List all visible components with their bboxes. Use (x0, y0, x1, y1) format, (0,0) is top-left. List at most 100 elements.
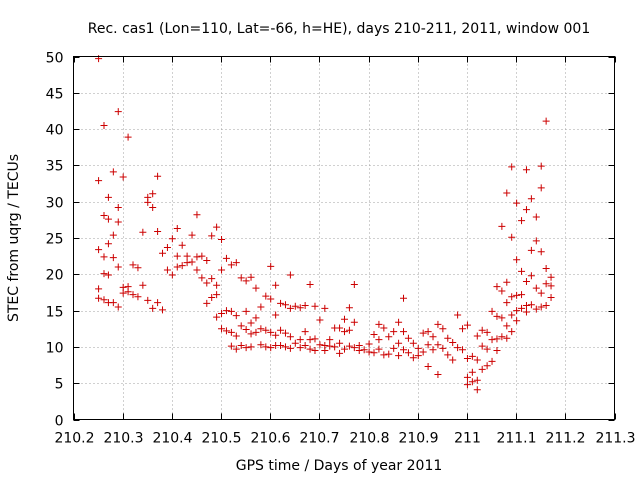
data-point (493, 347, 501, 355)
data-point (213, 281, 221, 289)
data-point (232, 259, 240, 267)
data-point (227, 342, 235, 350)
x-tick-label: 211.2 (545, 431, 585, 447)
data-point (124, 133, 132, 141)
data-point (439, 344, 447, 352)
data-point (488, 307, 496, 315)
data-point (429, 333, 437, 341)
data-point (375, 320, 383, 328)
data-point (198, 274, 206, 282)
x-tick-label: 211 (454, 431, 481, 447)
data-point (281, 329, 289, 337)
data-point (542, 280, 550, 288)
data-point (119, 173, 127, 181)
data-point (503, 278, 511, 286)
data-point (247, 343, 255, 351)
data-point (95, 246, 103, 254)
data-point (247, 273, 255, 281)
data-point (252, 314, 260, 322)
data-point (109, 168, 117, 176)
data-point (272, 311, 280, 319)
data-point (345, 326, 353, 334)
data-point (208, 294, 216, 302)
data-point (449, 356, 457, 364)
data-point (429, 346, 437, 354)
y-tick-label: 0 (55, 414, 64, 430)
data-point (547, 273, 555, 281)
data-point (213, 313, 221, 321)
x-tick-label: 210.5 (201, 431, 241, 447)
data-point (518, 217, 526, 225)
data-point (473, 386, 481, 394)
data-point (272, 281, 280, 289)
data-point (518, 304, 526, 312)
data-point (350, 280, 358, 288)
data-point (493, 312, 501, 320)
data-point (114, 263, 122, 271)
data-point (316, 341, 324, 349)
data-point (380, 324, 388, 332)
data-point (100, 253, 108, 261)
data-point (222, 307, 230, 315)
data-point (513, 256, 521, 264)
data-point (508, 311, 516, 319)
data-point (498, 333, 506, 341)
data-point (360, 346, 368, 354)
data-point (193, 253, 201, 261)
data-point (468, 378, 476, 386)
data-point (390, 328, 398, 336)
data-point (527, 272, 535, 280)
data-point (232, 312, 240, 320)
data-point (242, 277, 250, 285)
data-point (252, 328, 260, 336)
x-tick-label: 210.7 (299, 431, 339, 447)
y-axis-label: STEC from uqrg / TECUs (6, 154, 22, 322)
data-point (257, 341, 265, 349)
data-point (503, 334, 511, 342)
data-point (439, 325, 447, 333)
data-point (537, 303, 545, 311)
data-point (159, 306, 167, 314)
data-point (149, 190, 157, 198)
data-point (459, 346, 467, 354)
data-point (291, 339, 299, 347)
data-point (173, 252, 181, 260)
data-point (129, 261, 137, 269)
data-point (129, 291, 137, 299)
data-point (208, 275, 216, 283)
data-point (277, 341, 285, 349)
data-point (232, 332, 240, 340)
x-tick-label: 210.3 (103, 431, 143, 447)
data-point (395, 339, 403, 347)
data-point (409, 339, 417, 347)
data-point (473, 356, 481, 364)
y-tick-label: 40 (46, 123, 64, 139)
data-point (183, 259, 191, 267)
data-point (286, 271, 294, 279)
data-point (527, 195, 535, 203)
data-point (301, 328, 309, 336)
data-point (262, 326, 270, 334)
data-point (454, 311, 462, 319)
x-tick-label: 211.1 (496, 431, 536, 447)
data-point (257, 303, 265, 311)
data-point (277, 299, 285, 307)
data-point (478, 326, 486, 334)
data-point (419, 329, 427, 337)
data-point (193, 211, 201, 219)
data-point (400, 328, 408, 336)
data-point (444, 351, 452, 359)
data-point (109, 299, 117, 307)
data-point (468, 352, 476, 360)
data-point (326, 336, 334, 344)
data-point (340, 345, 348, 353)
data-point (306, 280, 314, 288)
data-point (218, 310, 226, 318)
data-point (149, 304, 157, 312)
data-point (242, 307, 250, 315)
data-point (144, 198, 152, 206)
data-point (296, 344, 304, 352)
y-tick-label: 50 (46, 51, 64, 67)
data-point (272, 331, 280, 339)
